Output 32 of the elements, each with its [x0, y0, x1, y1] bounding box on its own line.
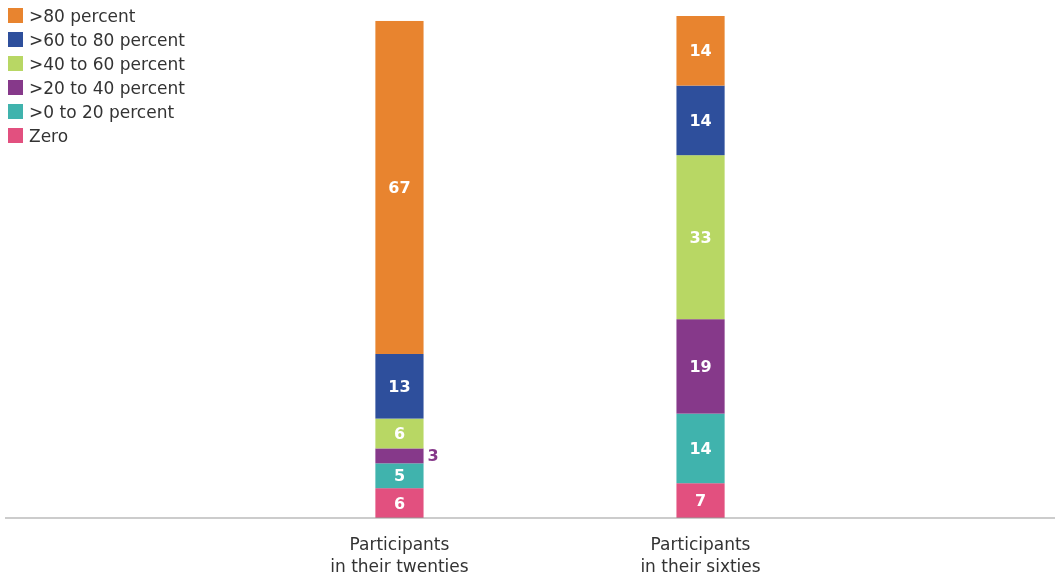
- data-label: 7: [694, 491, 707, 511]
- legend-label: >0 to 20 percent: [29, 102, 175, 122]
- legend-label: >40 to 60 percent: [29, 54, 186, 74]
- data-label: 13: [388, 376, 411, 396]
- bar: [676, 413, 725, 484]
- legend-label: Zero: [29, 126, 69, 146]
- bar: [375, 20, 424, 354]
- bar: [375, 463, 424, 489]
- data-label: 19: [689, 356, 712, 376]
- data-label: 3: [427, 446, 439, 466]
- x-tick-label: Participants in their sixties: [640, 534, 761, 576]
- data-label: 6: [393, 493, 406, 513]
- data-label: 6: [393, 424, 406, 443]
- data-label: 14: [689, 438, 712, 458]
- data-label: 67: [388, 177, 411, 197]
- bar: [375, 448, 424, 464]
- legend-label: >60 to 80 percent: [29, 30, 186, 50]
- bar: [676, 85, 725, 156]
- bar: [375, 488, 424, 518]
- x-tick-label: Participants in their twenties: [330, 534, 469, 576]
- data-label: 14: [689, 110, 712, 130]
- bar: [375, 353, 424, 419]
- legend-label: >20 to 40 percent: [29, 78, 186, 98]
- bar: [676, 155, 725, 320]
- data-label: 33: [689, 227, 712, 247]
- bar: [375, 418, 424, 449]
- data-label: 14: [689, 41, 712, 61]
- bar: [676, 483, 725, 518]
- bar: [676, 319, 725, 414]
- data-label: 5: [393, 466, 406, 486]
- bar: [676, 16, 725, 86]
- legend-label: >80 percent: [29, 6, 136, 26]
